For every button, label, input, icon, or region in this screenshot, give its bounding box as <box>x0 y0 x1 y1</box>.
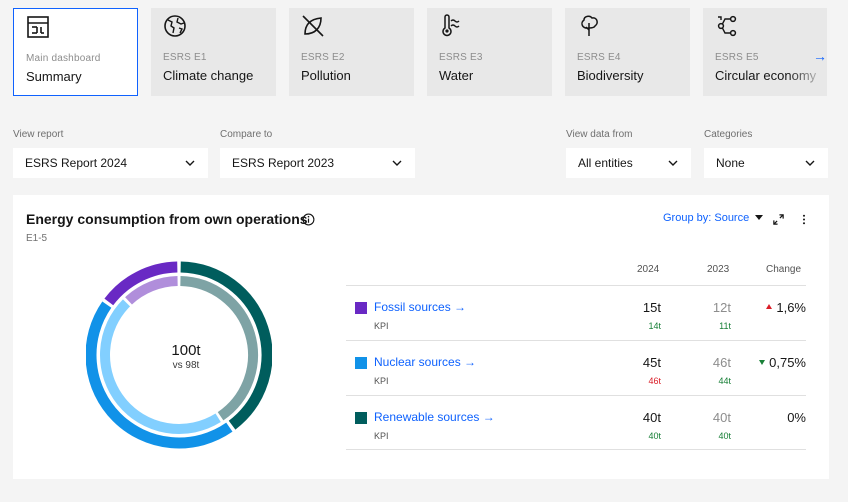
tab-name: Climate change <box>163 68 254 83</box>
legend-swatch <box>355 357 367 369</box>
compare-to-label: Compare to <box>220 129 273 140</box>
chevron-down-icon <box>392 160 402 166</box>
group-by-dropdown[interactable]: Group by: Source <box>663 212 750 224</box>
categories-value: None <box>716 156 745 170</box>
globe-icon <box>164 15 186 37</box>
kpi-label: KPI <box>374 376 389 386</box>
tree-icon <box>581 15 598 36</box>
column-header-2024: 2024 <box>637 264 660 275</box>
tab-sub-label: Main dashboard <box>26 53 101 64</box>
tab-name: Biodiversity <box>577 68 644 83</box>
view-data-from-label: View data from <box>566 129 633 140</box>
expand-icon[interactable] <box>772 213 785 226</box>
column-header-2023: 2023 <box>707 264 730 275</box>
source-link[interactable]: Nuclear sources → <box>374 355 477 369</box>
kpi-label: KPI <box>374 321 389 331</box>
water-temperature-icon <box>442 14 460 37</box>
compare-to-dropdown[interactable]: ESRS Report 2023 <box>220 148 415 178</box>
donut-slice-inner-renewable-sources <box>180 276 258 421</box>
tab-sub-label: ESRS E4 <box>577 52 621 63</box>
info-icon[interactable] <box>302 213 315 226</box>
donut-comparison: vs 98t <box>172 360 200 371</box>
tab-sub-label: ESRS E1 <box>163 52 207 63</box>
source-link[interactable]: Fossil sources → <box>374 300 467 314</box>
tab-fade-overlay <box>787 8 827 96</box>
table-row: Nuclear sources → KPI 45t 46t 46t 44t 0,… <box>346 340 806 395</box>
donut-slice-outer-renewable-sources <box>180 261 272 430</box>
kpi-2023: 40t <box>718 431 731 441</box>
kpi-2023: 44t <box>718 376 731 386</box>
arrow-right-icon: → <box>482 410 495 424</box>
tab-sub-label: ESRS E2 <box>301 52 345 63</box>
tab-name: Water <box>439 68 474 83</box>
kpi-2024: 40t <box>648 431 661 441</box>
donut-center: 100t vs 98t <box>86 342 286 371</box>
view-data-from-dropdown[interactable]: All entities <box>566 148 691 178</box>
tab-name: Pollution <box>301 68 351 83</box>
kpi-label: KPI <box>374 431 389 441</box>
change-value: 0% <box>787 410 806 425</box>
view-report-dropdown[interactable]: ESRS Report 2024 <box>13 148 208 178</box>
value-2024: 15t <box>642 300 661 315</box>
legend-swatch <box>355 302 367 314</box>
chevron-down-icon <box>668 160 678 166</box>
tab-sub-label: ESRS E3 <box>439 52 483 63</box>
energy-donut-chart <box>86 261 272 449</box>
value-2023: 46t <box>712 355 731 370</box>
donut-slice-inner-nuclear-sources <box>100 299 221 434</box>
view-report-value: ESRS Report 2024 <box>25 156 128 170</box>
change-value: 1,6% <box>766 300 806 315</box>
tab-climate-change[interactable]: ESRS E1 Climate change <box>151 8 276 96</box>
overflow-menu-icon[interactable] <box>800 213 808 226</box>
value-2023: 40t <box>712 410 731 425</box>
next-tabs-arrow-icon[interactable]: → <box>813 48 827 64</box>
legend-swatch <box>355 412 367 424</box>
column-header-change: Change <box>766 264 802 275</box>
no-leaf-icon <box>302 15 324 37</box>
value-2023: 12t <box>712 300 731 315</box>
tab-pollution[interactable]: ESRS E2 Pollution <box>289 8 414 96</box>
categories-label: Categories <box>704 129 753 140</box>
trend-up-icon <box>766 304 773 310</box>
view-report-label: View report <box>13 129 64 140</box>
view-data-from-value: All entities <box>578 156 633 170</box>
arrow-right-icon: → <box>454 300 467 314</box>
kpi-2024: 46t <box>648 376 661 386</box>
value-2024: 40t <box>642 410 661 425</box>
change-value: 0,75% <box>759 355 806 370</box>
table-row: Fossil sources → KPI 15t 12t 14t 11t 1,6… <box>346 285 806 340</box>
chevron-down-icon <box>185 160 195 166</box>
table-row: Renewable sources → KPI 40t 40t 40t 40t … <box>346 395 806 450</box>
energy-consumption-card: Energy consumption from own operations E… <box>13 195 829 479</box>
donut-slice-inner-fossil-sources <box>125 276 178 305</box>
value-2024: 45t <box>642 355 661 370</box>
circular-flow-icon <box>717 15 737 37</box>
tab-water[interactable]: ESRS E3 Water <box>427 8 552 96</box>
kpi-2023: 11t <box>719 321 731 331</box>
tab-sub-label: ESRS E5 <box>715 52 759 63</box>
card-code: E1-5 <box>26 233 48 244</box>
arrow-right-icon: → <box>464 355 477 369</box>
tab-biodiversity[interactable]: ESRS E4 Biodiversity <box>565 8 690 96</box>
tab-summary[interactable]: Main dashboard Summary <box>13 8 138 96</box>
donut-slice-outer-fossil-sources <box>104 261 178 306</box>
caret-down-icon[interactable] <box>755 215 763 221</box>
source-link[interactable]: Renewable sources → <box>374 410 495 424</box>
dashboard-icon <box>27 16 49 38</box>
kpi-2024: 14t <box>648 321 661 331</box>
trend-down-icon <box>759 360 766 366</box>
tab-name: Summary <box>26 69 82 84</box>
donut-total: 100t <box>171 342 201 359</box>
categories-dropdown[interactable]: None <box>704 148 828 178</box>
chevron-down-icon <box>805 160 815 166</box>
card-title: Energy consumption from own operations <box>26 211 308 227</box>
tab-circular-economy[interactable]: ESRS E5 Circular economy <box>703 8 827 96</box>
compare-to-value: ESRS Report 2023 <box>232 156 335 170</box>
donut-slice-outer-nuclear-sources <box>86 301 233 449</box>
dashboard-tabs: Main dashboard Summary ESRS E1 Climate c… <box>13 8 828 97</box>
